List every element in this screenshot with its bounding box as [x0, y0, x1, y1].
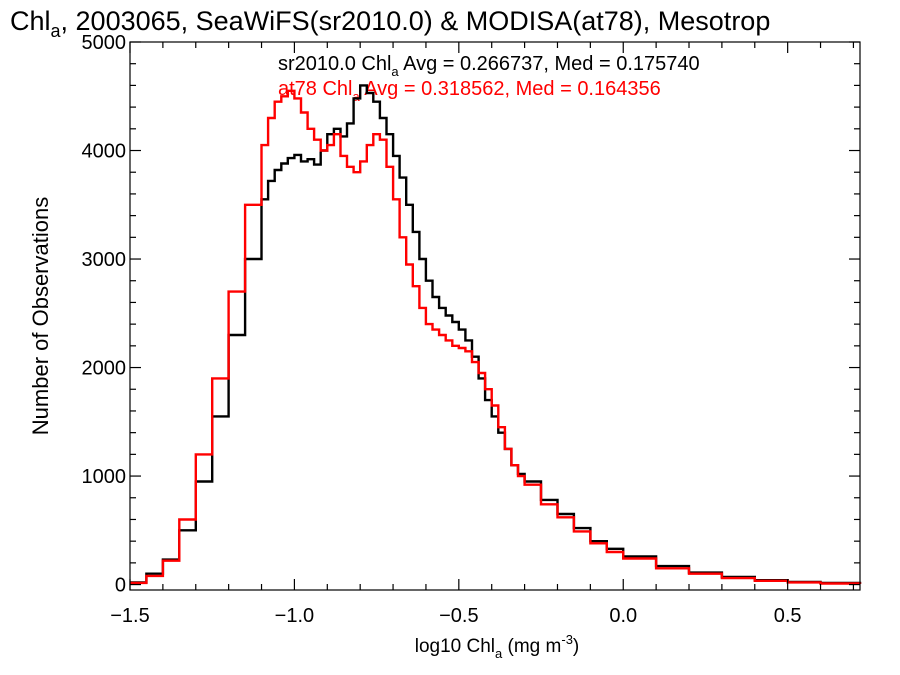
y-tick-label: 2000: [82, 358, 127, 380]
x-tick-label: 0.0: [609, 605, 637, 627]
y-axis-label: Number of Observations: [28, 197, 53, 435]
x-axis-label: log10 Chla (mg m-3): [415, 632, 580, 661]
y-tick-label: 5000: [82, 32, 127, 54]
series-line-at78: [130, 89, 862, 585]
x-tick-label: −1.5: [110, 605, 149, 627]
x-tick-label: −0.5: [439, 605, 478, 627]
y-tick-label: 0: [115, 575, 126, 597]
series-line-sr2010: [130, 84, 862, 585]
y-tick-label: 4000: [82, 141, 127, 163]
plot-frame: [129, 41, 861, 591]
plot-area: −1.5 −1.0 −0.5 0.0 0.5 0 1000 2000 3000 4000 5000: [82, 32, 862, 627]
chart-title: Chla, 2003065, SeaWiFS(sr2010.0) & MODIS…: [10, 6, 770, 41]
legend-entry-sr2010: sr2010.0 Chla Avg = 0.266737, Med = 0.17…: [278, 53, 700, 79]
legend-entry-at78: at78 Chla Avg = 0.318562, Med = 0.164356: [278, 78, 661, 104]
y-tick-label: 1000: [82, 466, 127, 488]
legend: sr2010.0 Chla Avg = 0.266737, Med = 0.17…: [278, 53, 700, 104]
x-tick-label: 0.5: [774, 605, 802, 627]
y-tick-label: 3000: [82, 249, 127, 271]
x-tick-label: −1.0: [275, 605, 314, 627]
